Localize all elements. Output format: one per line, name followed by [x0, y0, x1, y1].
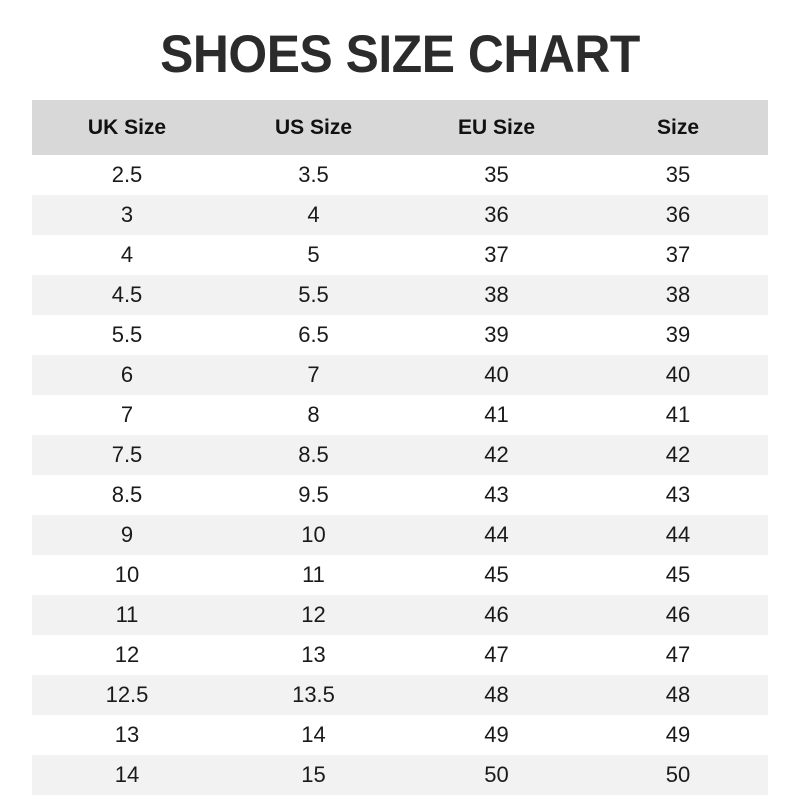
table-cell-uk: 3: [120, 202, 134, 227]
table-cell-uk: 7.5: [111, 442, 143, 467]
page-title: SHOES SIZE CHART: [160, 25, 640, 84]
table-cell-us: 7: [307, 362, 320, 387]
table-row: 5.5 6.5 39 39: [32, 315, 768, 355]
column-header-eu-size: EU Size: [457, 115, 536, 139]
table-cell-eu: 40: [484, 362, 509, 387]
table-cell-uk: 10: [114, 562, 140, 587]
table-cell-us: 8: [307, 402, 320, 427]
table-cell-us: 10: [301, 522, 326, 547]
table-cell-uk: 12: [114, 642, 140, 667]
table-cell-size: 35: [665, 162, 691, 187]
table-cell-us: 5: [307, 242, 320, 267]
table-cell-eu: 47: [484, 642, 509, 667]
table-cell-size: 42: [665, 442, 691, 467]
table-cell-us: 12: [301, 602, 326, 627]
table-row: 6 7 40 40: [32, 355, 768, 395]
table-row: 8.5 9.5 43 43: [32, 475, 768, 515]
table-cell-uk: 9: [120, 522, 134, 547]
table-cell-uk: 13: [114, 722, 140, 747]
table-cell-uk: 11: [115, 602, 139, 627]
table-cell-size: 41: [665, 402, 691, 427]
table-row: 4 5 37 37: [32, 235, 768, 275]
table-cell-us: 14: [301, 722, 326, 747]
size-table-container: UK Size US Size EU Size Size 2.5 3.5 35 35 3…: [32, 100, 768, 795]
table-cell-us: 9.5: [298, 482, 329, 507]
table-cell-uk: 4.5: [111, 282, 143, 307]
table-row: 3 4 36 36: [32, 195, 768, 235]
table-cell-eu: 37: [484, 242, 509, 267]
table-cell-size: 37: [665, 242, 691, 267]
table-cell-size: 48: [665, 682, 691, 707]
table-cell-size: 47: [665, 642, 691, 667]
table-cell-us: 13.5: [292, 682, 335, 707]
table-cell-size: 50: [665, 762, 691, 787]
table-cell-us: 6.5: [298, 322, 329, 347]
table-cell-uk: 4: [120, 242, 134, 267]
table-row: 13 14 49 49: [32, 715, 768, 755]
table-cell-uk: 8.5: [111, 482, 143, 507]
table-cell-size: 45: [665, 562, 691, 587]
table-header-row: UK Size US Size EU Size Size: [32, 100, 768, 155]
column-header-size: Size: [656, 115, 700, 139]
table-cell-eu: 35: [484, 162, 509, 187]
table-cell-eu: 46: [484, 602, 509, 627]
table-cell-uk: 7: [120, 402, 134, 427]
table-cell-size: 38: [665, 282, 691, 307]
table-cell-eu: 45: [484, 562, 509, 587]
table-cell-uk: 5.5: [111, 322, 143, 347]
table-cell-uk: 14: [114, 762, 140, 787]
table-cell-size: 49: [665, 722, 691, 747]
table-cell-eu: 36: [484, 202, 509, 227]
table-row: 7 8 41 41: [32, 395, 768, 435]
table-row: 12.5 13.5 48 48: [32, 675, 768, 715]
table-body: 2.5 3.5 35 35 3 4 36 36 4 5 37 37 4.5 5.5 38 38 5.5 6.5 39…: [32, 155, 768, 795]
table-cell-size: 39: [665, 322, 691, 347]
table-cell-us: 8.5: [298, 442, 329, 467]
table-header: UK Size US Size EU Size Size: [32, 100, 768, 155]
table-cell-us: 13: [301, 642, 326, 667]
table-cell-uk: 12.5: [105, 682, 149, 707]
table-cell-uk: 6: [120, 362, 134, 387]
table-row: 7.5 8.5 42 42: [32, 435, 768, 475]
table-cell-size: 40: [665, 362, 691, 387]
table-row: 9 10 44 44: [32, 515, 768, 555]
table-cell-size: 44: [665, 522, 691, 547]
table-cell-eu: 42: [484, 442, 509, 467]
table-cell-eu: 43: [484, 482, 509, 507]
table-row: 10 11 45 45: [32, 555, 768, 595]
column-header-uk-size: UK Size: [87, 115, 167, 139]
table-cell-size: 43: [665, 482, 691, 507]
table-cell-size: 46: [665, 602, 691, 627]
table-row: 11 12 46 46: [32, 595, 768, 635]
table-cell-eu: 41: [484, 402, 509, 427]
table-cell-eu: 50: [484, 762, 509, 787]
table-cell-us: 15: [301, 762, 326, 787]
table-cell-us: 11: [302, 562, 325, 587]
table-cell-eu: 44: [484, 522, 509, 547]
table-cell-uk: 2.5: [111, 162, 143, 187]
table-row: 12 13 47 47: [32, 635, 768, 675]
table-cell-eu: 39: [484, 322, 509, 347]
column-header-us-size: US Size: [274, 115, 353, 139]
table-row: 2.5 3.5 35 35: [32, 155, 768, 195]
table-cell-us: 5.5: [298, 282, 329, 307]
table-cell-eu: 38: [484, 282, 509, 307]
table-cell-us: 4: [307, 202, 320, 227]
table-row: 14 15 50 50: [32, 755, 768, 795]
table-cell-us: 3.5: [298, 162, 329, 187]
table-row: 4.5 5.5 38 38: [32, 275, 768, 315]
size-table: UK Size US Size EU Size Size 2.5 3.5 35 35 3…: [32, 100, 768, 795]
table-cell-eu: 49: [484, 722, 509, 747]
table-cell-eu: 48: [484, 682, 509, 707]
table-cell-size: 36: [665, 202, 691, 227]
